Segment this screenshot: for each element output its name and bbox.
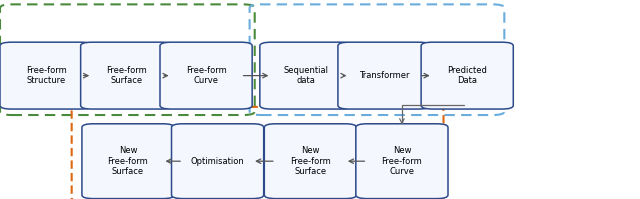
Text: New
Free-form
Surface: New Free-form Surface — [108, 146, 148, 177]
Text: Free-form
Structure: Free-form Structure — [26, 66, 67, 86]
FancyBboxPatch shape — [338, 42, 430, 109]
FancyBboxPatch shape — [160, 42, 252, 109]
Text: Predicted
Data: Predicted Data — [447, 66, 487, 86]
FancyBboxPatch shape — [172, 124, 264, 199]
FancyBboxPatch shape — [81, 42, 173, 109]
FancyBboxPatch shape — [0, 42, 92, 109]
Text: New
Free-form
Surface: New Free-form Surface — [290, 146, 331, 177]
Text: Free-form
Curve: Free-form Curve — [186, 66, 227, 86]
Text: Transformer: Transformer — [359, 71, 409, 80]
FancyBboxPatch shape — [260, 42, 352, 109]
Text: Optimisation: Optimisation — [191, 157, 244, 166]
FancyBboxPatch shape — [356, 124, 448, 199]
Text: New
Free-form
Curve: New Free-form Curve — [381, 146, 422, 177]
Text: Sequential
data: Sequential data — [284, 66, 328, 86]
FancyBboxPatch shape — [264, 124, 356, 199]
FancyBboxPatch shape — [82, 124, 174, 199]
FancyBboxPatch shape — [421, 42, 513, 109]
Text: Free-form
Surface: Free-form Surface — [106, 66, 147, 86]
